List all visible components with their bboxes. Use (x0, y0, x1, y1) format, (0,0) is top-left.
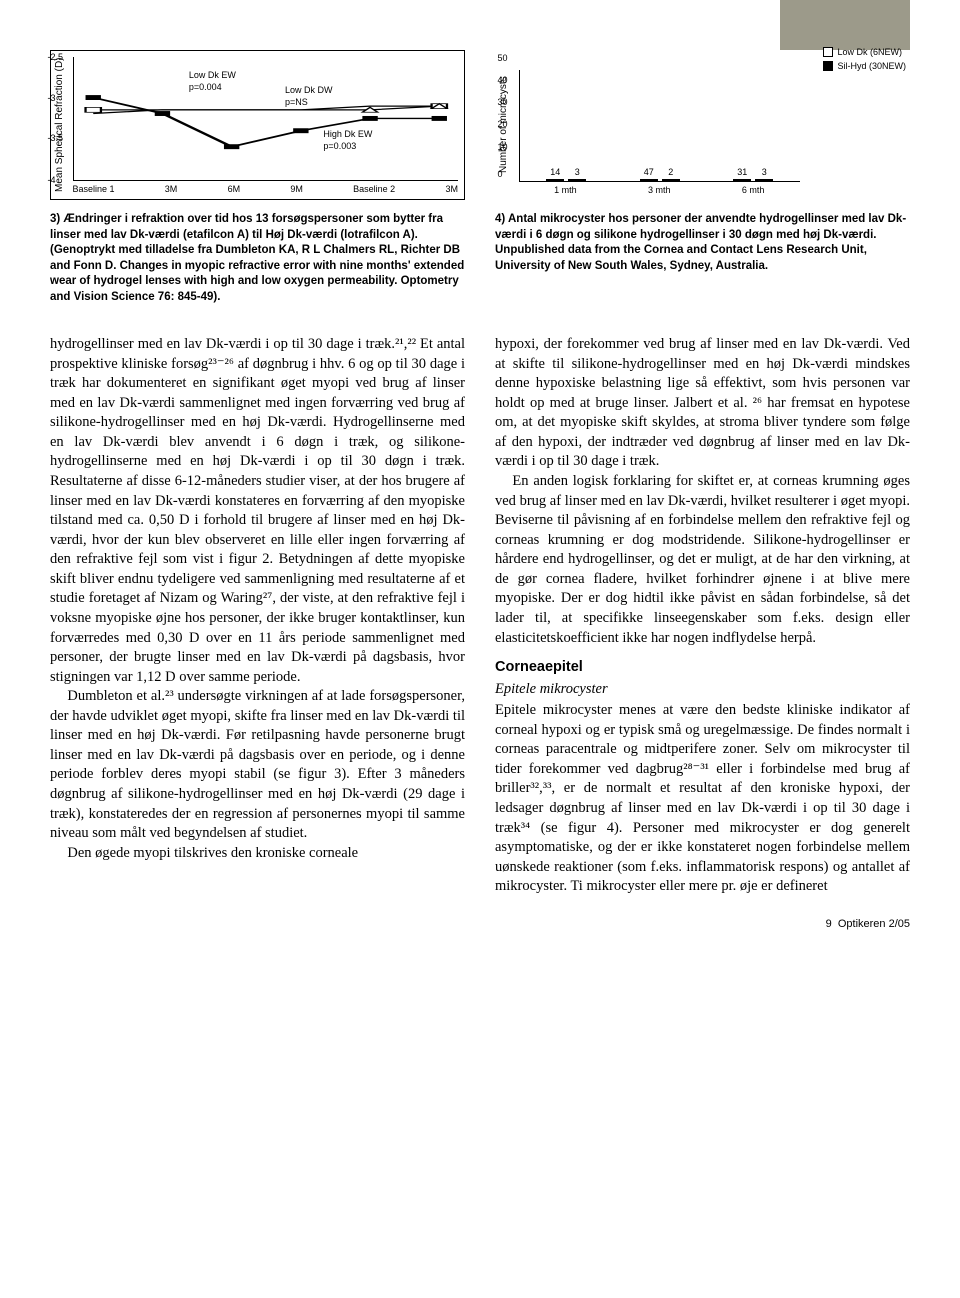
bar-group: 14 3 (546, 179, 586, 181)
heading-corneaepitel: Corneaepitel (495, 658, 910, 678)
caption-row: 3) Ændringer i refraktion over tid hos 1… (50, 212, 910, 305)
chart3-xtick: Baseline 2 (353, 183, 395, 195)
chart3-xtick: 9M (290, 183, 303, 195)
body-p3: Den øgede myopi tilskrives den kroniske … (50, 844, 465, 864)
body-p1: hydrogellinser med en lav Dk-værdi i op … (50, 335, 465, 687)
body-p2: Dumbleton et al.²³ undersøgte virkningen… (50, 687, 465, 844)
legend-label: Sil-Hyd (30NEW) (837, 60, 906, 72)
chart3-ytick: -4 (48, 174, 56, 186)
chart3-ytick: -3.5 (48, 132, 64, 144)
figure-3-caption: 3) Ændringer i refraktion over tid hos 1… (50, 212, 465, 305)
figure-3: Mean Spherical Refraction (D) -2.5 -3 -3… (50, 50, 465, 200)
chart4-ytick: 10 (498, 140, 508, 152)
bar-group: 31 3 (733, 179, 773, 181)
chart4-ytick: 50 (498, 52, 508, 64)
chart4-ytick: 20 (498, 118, 508, 130)
bar: 2 (662, 179, 680, 181)
body-p5: En anden logisk forklaring for skiftet e… (495, 472, 910, 648)
bar-group: 47 2 (640, 179, 680, 181)
chart4-ytick: 30 (498, 96, 508, 108)
body-text: hydrogellinser med en lav Dk-værdi i op … (50, 335, 910, 897)
chart4-ytick: 0 (498, 168, 503, 180)
figure-4-caption: 4) Antal mikrocyster hos personer der an… (495, 212, 910, 305)
chart3-xtick: 3M (165, 183, 178, 195)
body-p6: Epitele mikrocyster menes at være den be… (495, 701, 910, 897)
chart3-ytick: -2.5 (48, 51, 64, 63)
chart4: Number of microcysts Low Dk (6NEW) Sil-H… (495, 50, 910, 200)
chart3-xtick: 3M (445, 183, 458, 195)
chart3: Mean Spherical Refraction (D) -2.5 -3 -3… (50, 50, 465, 200)
chart3-annotation: Low Dk DW p=NS (285, 84, 333, 108)
chart3-xlabels: Baseline 1 3M 6M 9M Baseline 2 3M (69, 181, 465, 199)
body-p4: hypoxi, der forekommer ved brug af linse… (495, 335, 910, 472)
chart4-xtick: 1 mth (554, 184, 577, 196)
chart3-ytick: -3 (48, 91, 56, 103)
figure-4: Number of microcysts Low Dk (6NEW) Sil-H… (495, 50, 910, 200)
chart4-legend: Low Dk (6NEW) Sil-Hyd (30NEW) (823, 46, 906, 74)
chart4-xtick: 3 mth (648, 184, 671, 196)
publication-label: Optikeren 2/05 (838, 918, 910, 930)
subhead-epitele: Epitele mikrocyster (495, 680, 910, 700)
chart4-xtick: 6 mth (742, 184, 765, 196)
chart3-annotation: High Dk EW p=0.003 (323, 128, 372, 152)
bar: 31 (733, 179, 751, 181)
page-footer: 9 Optikeren 2/05 (50, 917, 910, 932)
chart4-plot: 0 10 20 30 40 50 14 3 47 2 (519, 70, 801, 182)
legend-label: Low Dk (6NEW) (837, 46, 902, 58)
chart3-xtick: Baseline 1 (73, 183, 115, 195)
chart4-xlabels: 1 mth 3 mth 6 mth (513, 182, 911, 200)
chart3-plot: -2.5 -3 -3.5 -4 (73, 57, 459, 181)
bar: 3 (568, 179, 586, 181)
chart3-lines (74, 57, 459, 180)
bar: 14 (546, 179, 564, 181)
page-number: 9 (826, 918, 832, 930)
chart3-xtick: 6M (228, 183, 241, 195)
bar: 47 (640, 179, 658, 181)
figure-row: Mean Spherical Refraction (D) -2.5 -3 -3… (50, 50, 910, 200)
bar: 3 (755, 179, 773, 181)
chart4-ytick: 40 (498, 74, 508, 86)
chart3-annotation: Low Dk EW p=0.004 (189, 69, 236, 93)
